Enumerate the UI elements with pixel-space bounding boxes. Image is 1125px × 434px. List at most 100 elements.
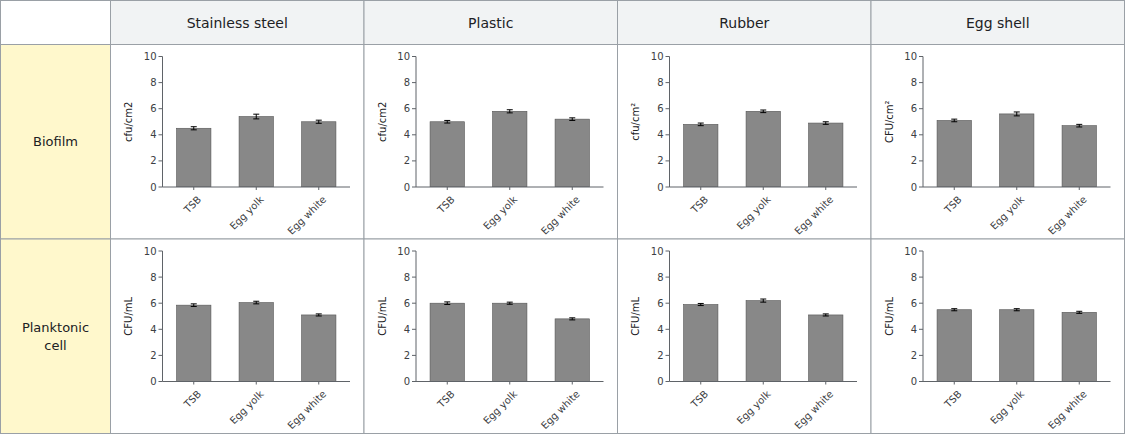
x-tick-label: Egg white bbox=[792, 388, 835, 431]
x-tick-label: TSB bbox=[688, 388, 710, 410]
error-bar-cap bbox=[1014, 111, 1020, 112]
error-bar-cap bbox=[760, 112, 766, 113]
bar bbox=[1000, 310, 1034, 382]
y-tick-label: 0 bbox=[911, 182, 917, 193]
x-tick-label: TSB bbox=[181, 194, 203, 216]
bar-chart: 0246810TSBEgg yolkEgg whitecfu/cm² bbox=[630, 51, 857, 237]
error-bar-cap bbox=[444, 301, 450, 302]
bar bbox=[555, 119, 589, 187]
y-axis bbox=[923, 57, 924, 188]
y-tick-label: 2 bbox=[150, 155, 156, 166]
marks bbox=[177, 301, 336, 381]
error-bar bbox=[951, 309, 957, 311]
bar bbox=[937, 120, 971, 187]
bar bbox=[302, 122, 336, 187]
y-tick bbox=[412, 160, 416, 161]
y-tick bbox=[412, 303, 416, 304]
y-tick bbox=[159, 355, 163, 356]
error-bar bbox=[191, 304, 197, 307]
y-axis-label: CFU/mL bbox=[630, 296, 641, 335]
x-tick-label: Egg yolk bbox=[735, 194, 773, 232]
error-bar-cap bbox=[569, 317, 575, 318]
marks bbox=[937, 112, 1096, 187]
x-tick bbox=[572, 187, 573, 190]
y-tick bbox=[159, 160, 163, 161]
y-tick bbox=[666, 134, 670, 135]
y-tick-label: 0 bbox=[657, 376, 663, 387]
error-bar-cap bbox=[253, 114, 259, 115]
bar-chart: 0246810TSBEgg yolkEgg whiteCFU/mL bbox=[377, 246, 604, 432]
y-tick-label: 0 bbox=[404, 182, 410, 193]
bar bbox=[430, 303, 464, 381]
y-tick-label: 4 bbox=[657, 324, 663, 335]
x-tick bbox=[509, 187, 510, 190]
error-bar-cap bbox=[698, 305, 704, 306]
y-tick-label: 10 bbox=[144, 246, 157, 257]
error-bar-cap bbox=[698, 125, 704, 126]
error-bar-cap bbox=[253, 303, 259, 304]
x-tick-label: TSB bbox=[181, 388, 203, 410]
error-bar-cap bbox=[951, 119, 957, 120]
error-bar bbox=[1076, 311, 1082, 313]
x-tick bbox=[763, 187, 764, 190]
error-bar bbox=[823, 314, 829, 316]
header-cell bbox=[111, 1, 365, 45]
y-tick-label: 10 bbox=[144, 51, 157, 62]
bar bbox=[177, 305, 211, 381]
error-bar-stem bbox=[1016, 112, 1017, 116]
y-tick-label: 2 bbox=[404, 350, 410, 361]
x-tick-label: Egg white bbox=[539, 194, 582, 237]
column-header: Egg shell bbox=[966, 15, 1030, 31]
y-tick bbox=[412, 134, 416, 135]
error-bar bbox=[253, 114, 259, 119]
error-bar bbox=[569, 318, 575, 320]
y-tick-label: 10 bbox=[651, 246, 664, 257]
bar-chart: 0246810TSBEgg yolkEgg whitecfu/cm2 bbox=[123, 51, 350, 237]
bar bbox=[937, 310, 971, 382]
row-header-cell bbox=[1, 45, 111, 240]
error-bar bbox=[444, 302, 450, 305]
y-tick-label: 6 bbox=[657, 103, 663, 114]
y-tick-label: 4 bbox=[911, 324, 917, 335]
y-tick bbox=[159, 108, 163, 109]
error-bar-cap bbox=[760, 299, 766, 300]
bar bbox=[746, 111, 780, 187]
row-header: Planktoniccell bbox=[22, 320, 89, 353]
y-tick bbox=[919, 329, 923, 330]
y-tick bbox=[412, 56, 416, 57]
y-tick-label: 2 bbox=[911, 350, 917, 361]
header-cell bbox=[871, 1, 1125, 45]
error-bar-cap bbox=[760, 302, 766, 303]
y-tick-label: 4 bbox=[150, 129, 156, 140]
error-bar-cap bbox=[507, 109, 513, 110]
y-axis bbox=[162, 57, 163, 188]
y-tick-label: 0 bbox=[404, 376, 410, 387]
y-axis-label: cfu/cm² bbox=[630, 103, 641, 141]
bar-chart: 0246810TSBEgg yolkEgg whiteCFU/mL bbox=[123, 246, 350, 432]
x-tick-label: TSB bbox=[942, 388, 964, 410]
x-tick-label: TSB bbox=[435, 388, 457, 410]
y-tick-label: 0 bbox=[150, 376, 156, 387]
y-tick bbox=[919, 303, 923, 304]
y-tick-label: 10 bbox=[904, 51, 917, 62]
marks bbox=[430, 110, 589, 187]
error-bar-stem bbox=[256, 114, 257, 119]
y-tick-label: 8 bbox=[657, 77, 663, 88]
error-bar-cap bbox=[444, 123, 450, 124]
error-bar-cap bbox=[444, 120, 450, 121]
error-bar bbox=[698, 123, 704, 126]
error-bar-cap bbox=[253, 301, 259, 302]
column-header: Plastic bbox=[468, 15, 513, 31]
x-tick-label: Egg yolk bbox=[988, 194, 1026, 232]
y-tick bbox=[919, 56, 923, 57]
error-bar-cap bbox=[1014, 310, 1020, 311]
y-tick-label: 10 bbox=[397, 51, 410, 62]
x-tick-label: Egg white bbox=[792, 194, 835, 237]
y-axis-label: cfu/cm2 bbox=[377, 102, 388, 142]
error-bar-cap bbox=[1014, 308, 1020, 309]
chart-cell bbox=[618, 45, 872, 240]
bar bbox=[684, 305, 718, 382]
error-bar-cap bbox=[191, 306, 197, 307]
y-tick-label: 8 bbox=[404, 77, 410, 88]
error-bar-cap bbox=[191, 126, 197, 127]
